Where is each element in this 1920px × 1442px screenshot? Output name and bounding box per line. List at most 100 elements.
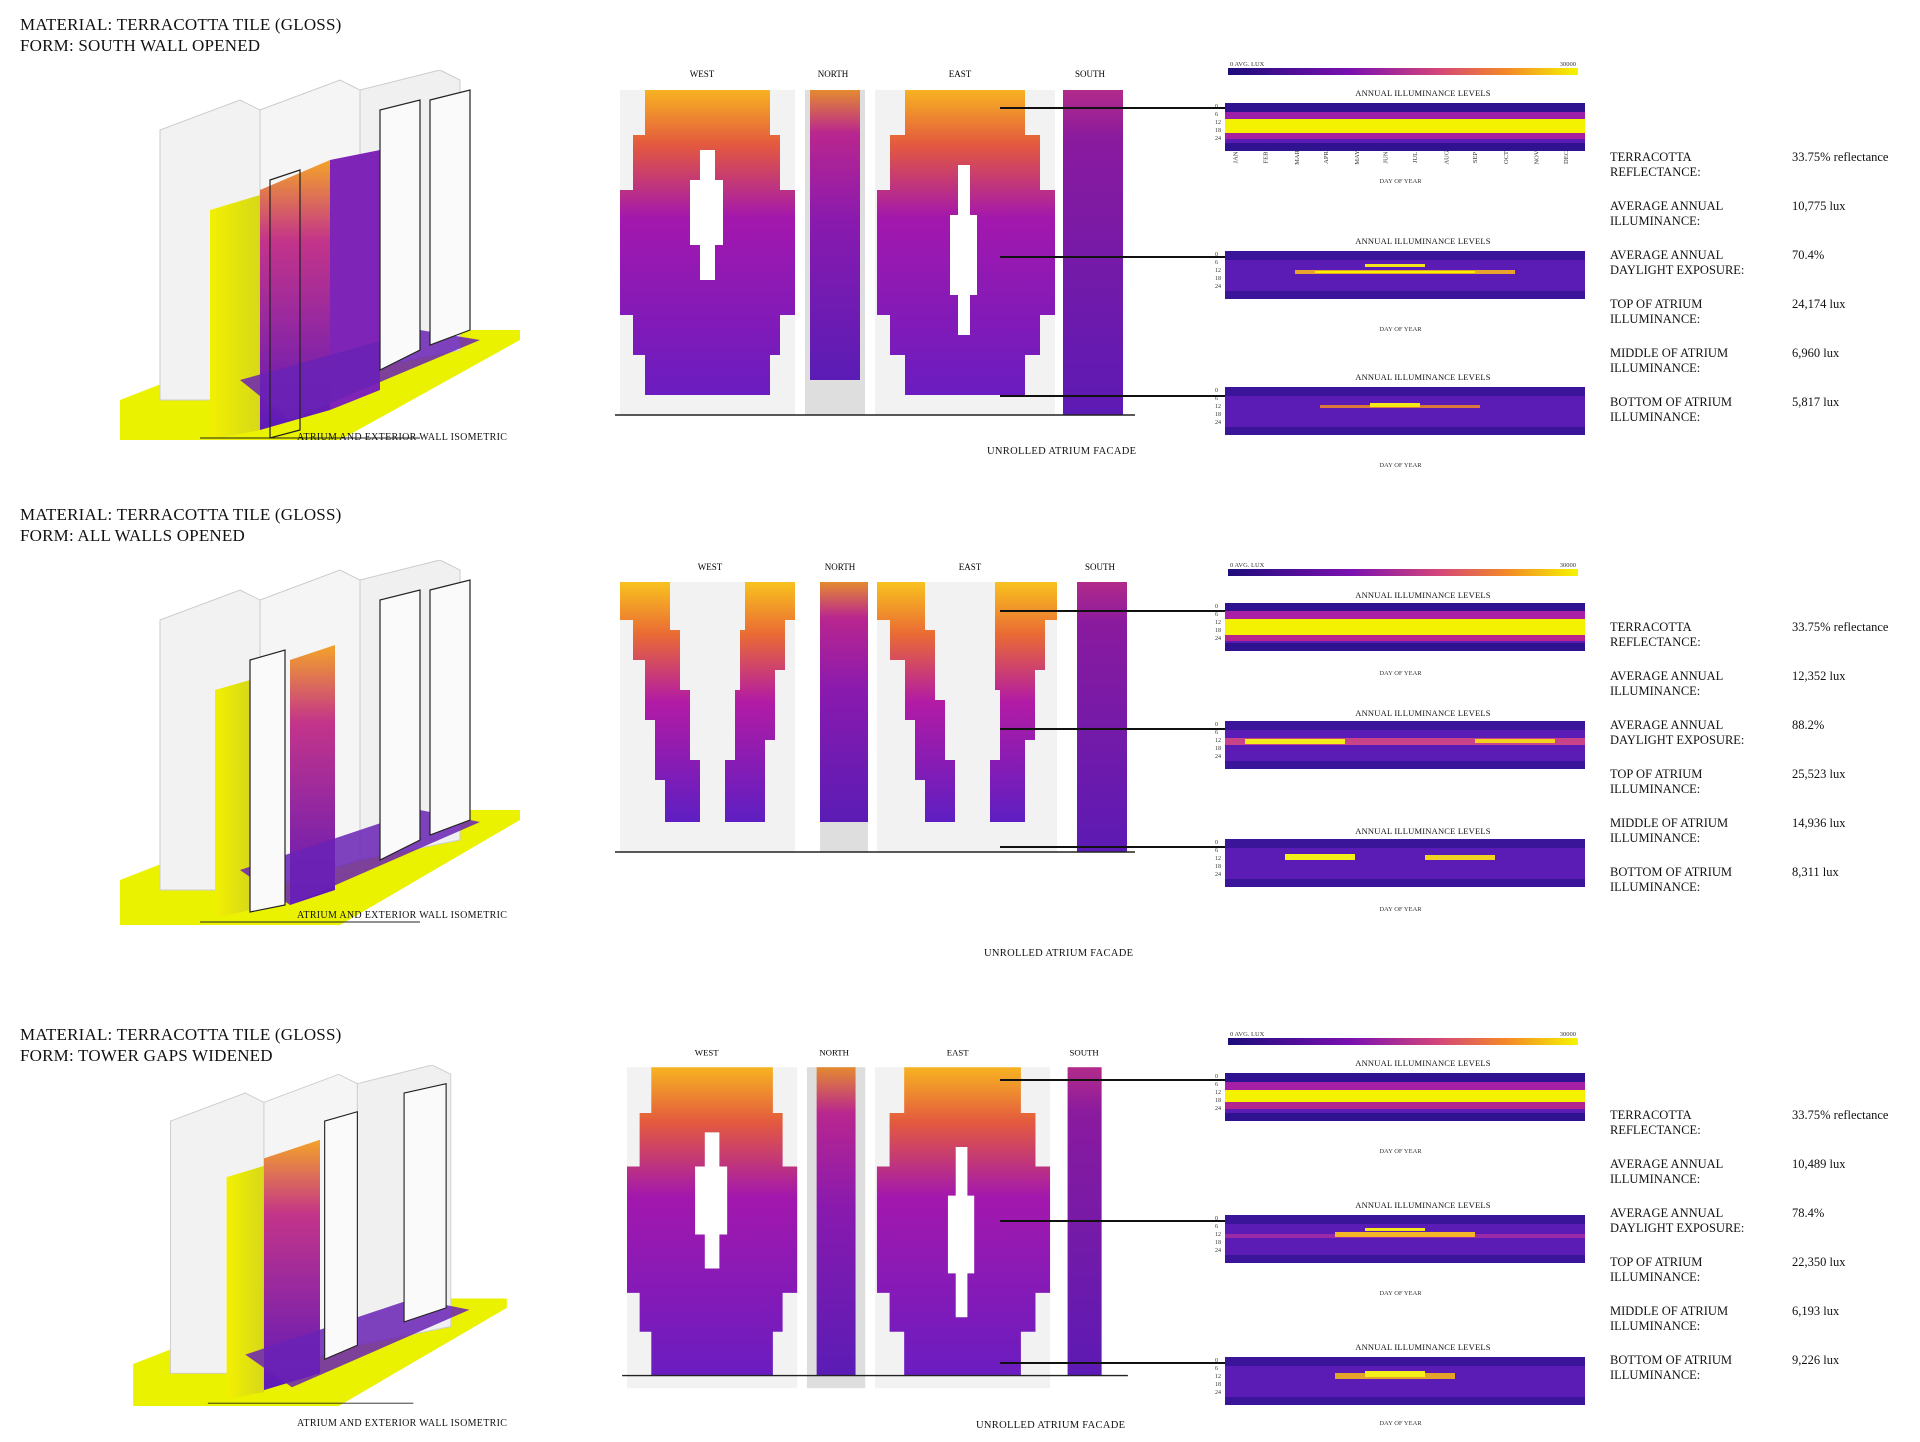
- unrolled-facade: WEST NORTH EAST SOUTH: [615, 69, 1135, 416]
- facade-label-east: EAST: [949, 69, 972, 79]
- month-may: MAY: [1353, 150, 1361, 165]
- facade-label-north: NORTH: [818, 69, 849, 79]
- heatmap-plot: [1225, 1215, 1585, 1263]
- legend-high: 30000: [1559, 1031, 1576, 1038]
- legend-gradient-bar: [1228, 68, 1578, 75]
- heatmap-bottom: ANNUAL ILLUMINANCE LEVELS 0 6 12 18 24 DAY O…: [1213, 372, 1588, 472]
- facade-label-south: SOUTH: [1070, 1048, 1100, 1058]
- facade-caption: UNROLLED ATRIUM FACADE: [987, 446, 1137, 457]
- heatmap-plot: [1225, 1073, 1585, 1121]
- connector-top: [1000, 1079, 1225, 1081]
- facade-label-south: SOUTH: [1085, 562, 1116, 572]
- heatmap-top: ANNUAL ILLUMINANCE LEVELS 0 6 12 18 24 DAY O…: [1213, 590, 1588, 685]
- heatmap-plot: [1225, 387, 1585, 435]
- facade-label-south: SOUTH: [1075, 69, 1106, 79]
- heatmap-plot: [1225, 603, 1585, 651]
- month-jul: JUL: [1412, 151, 1420, 164]
- connector-middle: [1000, 256, 1225, 258]
- heatmap-bottom: ANNUAL ILLUMINANCE LEVELS 0 6 12 18 24 DAY O…: [1213, 1342, 1588, 1442]
- legend-gradient-bar: [1228, 569, 1578, 576]
- month-feb: FEB: [1262, 151, 1270, 164]
- heatmap-plot: [1225, 103, 1585, 151]
- heatmap-middle: ANNUAL ILLUMINANCE LEVELS 0 6 12 18 24: [1213, 708, 1588, 803]
- atrium-isometric: [120, 70, 520, 440]
- facade-caption: UNROLLED ATRIUM FACADE: [984, 948, 1134, 959]
- heatmap-middle: ANNUAL ILLUMINANCE LEVELS 0 6 12 18 24 DAY O…: [1213, 1200, 1588, 1300]
- month-apr: APR: [1322, 151, 1330, 164]
- connector-bottom: [1000, 846, 1225, 848]
- connector-middle: [1000, 1220, 1225, 1222]
- facade-label-east: EAST: [947, 1048, 970, 1058]
- heatmap-title: ANNUAL ILLUMINANCE LEVELS: [1355, 590, 1491, 600]
- heatmap-title: ANNUAL ILLUMINANCE LEVELS: [1355, 88, 1491, 98]
- connector-bottom: [1000, 1362, 1225, 1364]
- form-label: FORM: ALL WALLS OPENED: [20, 526, 245, 545]
- form-label: FORM: TOWER GAPS WIDENED: [20, 1046, 273, 1065]
- heatmap-top: ANNUAL ILLUMINANCE LEVELS 0 6 12 18 24 DAY O…: [1213, 1058, 1588, 1158]
- lux-legend: 0 AVG. LUX 30000: [1228, 1031, 1578, 1045]
- section-tower-gaps-widened: MATERIAL: TERRACOTTA TILE (GLOSS) FORM: …: [0, 1010, 1920, 1440]
- heatmap-title: ANNUAL ILLUMINANCE LEVELS: [1355, 1058, 1491, 1068]
- facade-label-west: WEST: [690, 69, 715, 79]
- lux-legend: 0 AVG. LUX 30000: [1228, 61, 1578, 75]
- iso-caption: ATRIUM AND EXTERIOR WALL ISOMETRIC: [297, 1418, 508, 1429]
- heatmap-plot: [1225, 1357, 1585, 1405]
- section-all-walls-opened: MATERIAL: TERRACOTTA TILE (GLOSS) FORM: …: [20, 504, 1889, 959]
- heatmap-xlabel: DAY OF YEAR: [1379, 1290, 1422, 1297]
- heatmap-xlabel: DAY OF YEAR: [1379, 1420, 1422, 1427]
- section-header: MATERIAL: TERRACOTTA TILE (GLOSS) FORM: …: [20, 504, 341, 546]
- facade-label-west: WEST: [698, 562, 723, 572]
- heatmap-xlabel: DAY OF YEAR: [1379, 462, 1422, 469]
- month-nov: NOV: [1533, 150, 1541, 165]
- month-jun: JUN: [1382, 151, 1390, 164]
- legend-low: 0 AVG. LUX: [1230, 61, 1265, 68]
- lux-legend: 0 AVG. LUX 30000: [1228, 562, 1578, 576]
- section-header: MATERIAL: TERRACOTTA TILE (GLOSS) FORM: …: [20, 14, 341, 56]
- heatmap-xlabel: DAY OF YEAR: [1379, 670, 1422, 677]
- heatmap-bottom: ANNUAL ILLUMINANCE LEVELS 0 6 12 18 24 DAY O…: [1213, 826, 1588, 926]
- unrolled-facade: WEST NORTH EAST SOUTH: [615, 562, 1135, 853]
- legend-gradient-bar: [1228, 1038, 1578, 1045]
- month-sep: SEP: [1472, 151, 1480, 164]
- heatmap-xlabel: DAY OF YEAR: [1379, 906, 1422, 913]
- month-jan: JAN: [1232, 151, 1240, 164]
- atrium-isometric: [133, 1065, 507, 1406]
- connector-top: [1000, 610, 1225, 612]
- heatmap-title: ANNUAL ILLUMINANCE LEVELS: [1355, 372, 1491, 382]
- heatmap-plot: [1225, 721, 1585, 769]
- legend-high: 30000: [1559, 562, 1576, 569]
- legend-low: 0 AVG. LUX: [1230, 562, 1265, 569]
- heatmap-title: ANNUAL ILLUMINANCE LEVELS: [1355, 708, 1491, 718]
- heatmap-plot: [1225, 839, 1585, 887]
- form-label: FORM: SOUTH WALL OPENED: [20, 36, 261, 55]
- heatmap-title: ANNUAL ILLUMINANCE LEVELS: [1355, 236, 1491, 246]
- unrolled-facade: WEST NORTH EAST SOUTH: [622, 1048, 1128, 1389]
- legend-low: 0 AVG. LUX: [1230, 1031, 1265, 1038]
- heatmap-title: ANNUAL ILLUMINANCE LEVELS: [1355, 1200, 1491, 1210]
- heatmap-xlabel: DAY OF YEAR: [1379, 1148, 1422, 1155]
- section-south-wall-opened: MATERIAL: TERRACOTTA TILE (GLOSS) FORM: …: [0, 0, 1920, 490]
- heatmap-title: ANNUAL ILLUMINANCE LEVELS: [1355, 826, 1491, 836]
- month-mar: MAR: [1293, 150, 1301, 165]
- heatmap-xlabel: DAY OF YEAR: [1379, 178, 1422, 185]
- section-header: MATERIAL: TERRACOTTA TILE (GLOSS) FORM: …: [20, 1024, 341, 1066]
- facade-label-east: EAST: [959, 562, 982, 572]
- heatmap-middle: ANNUAL ILLUMINANCE LEVELS 0 6 12 18 24 DAY O…: [1213, 236, 1588, 336]
- month-dec: DEC: [1563, 151, 1570, 164]
- facade-caption: UNROLLED ATRIUM FACADE: [976, 1420, 1126, 1431]
- iso-caption: ATRIUM AND EXTERIOR WALL ISOMETRIC: [297, 910, 508, 921]
- heatmap-plot: [1225, 251, 1585, 299]
- iso-caption: ATRIUM AND EXTERIOR WALL ISOMETRIC: [297, 432, 508, 443]
- heatmap-xlabel: DAY OF YEAR: [1379, 326, 1422, 333]
- month-aug: AUG: [1443, 150, 1451, 165]
